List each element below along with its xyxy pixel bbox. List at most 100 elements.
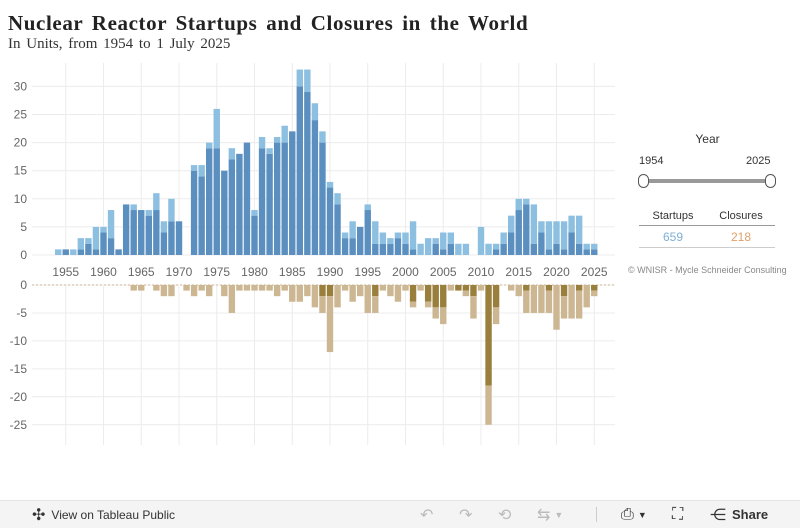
startup-bar-light bbox=[432, 238, 439, 244]
closure-bar-light bbox=[138, 285, 145, 291]
startup-bar-light bbox=[508, 215, 515, 233]
year-range-slider[interactable] bbox=[638, 173, 776, 189]
closure-bar-light bbox=[334, 285, 341, 308]
download-icon: ⎙ bbox=[621, 505, 634, 523]
startup-bar-dark bbox=[198, 176, 205, 255]
share-icon: ⋲ bbox=[710, 506, 726, 524]
startup-bar-light bbox=[387, 238, 394, 244]
startup-bar-light bbox=[575, 215, 583, 244]
closures-total: 218 bbox=[730, 230, 752, 244]
startup-bar-dark bbox=[515, 210, 522, 255]
closure-bar-light bbox=[545, 290, 553, 313]
startups-y-tick: 15 bbox=[14, 164, 28, 178]
closure-bar-light bbox=[462, 290, 470, 297]
closures-header: Closures bbox=[719, 210, 763, 222]
startup-bar-dark bbox=[190, 170, 198, 255]
closure-bar-light bbox=[470, 296, 477, 319]
x-tick-label: 1955 bbox=[52, 265, 79, 279]
closure-bar-light bbox=[560, 296, 568, 319]
startup-bar-dark bbox=[145, 215, 152, 255]
x-tick-label: 1995 bbox=[354, 265, 381, 279]
startup-bar-dark bbox=[243, 142, 251, 255]
view-on-tableau-button[interactable]: ✣ View on Tableau Public bbox=[32, 501, 175, 528]
startup-bar-light bbox=[258, 136, 266, 149]
startup-bar-dark bbox=[311, 120, 319, 256]
startup-bar-dark bbox=[334, 204, 341, 255]
x-tick-label: 1965 bbox=[128, 265, 155, 279]
redo-button[interactable]: ↷ bbox=[459, 501, 472, 528]
x-tick-label: 2005 bbox=[430, 265, 457, 279]
closure-bar-dark bbox=[591, 285, 598, 291]
startup-bar-light bbox=[560, 221, 568, 250]
startups-y-tick: 20 bbox=[14, 136, 28, 150]
startup-bar-light bbox=[100, 226, 107, 233]
startup-bar-dark bbox=[538, 232, 545, 255]
startup-bar-dark bbox=[206, 148, 213, 255]
closure-bar-dark bbox=[485, 285, 492, 386]
startup-bar-light bbox=[153, 193, 160, 211]
startup-bar-dark bbox=[387, 243, 394, 255]
revert-button[interactable]: ⟲ bbox=[498, 501, 511, 528]
download-button[interactable]: ⎙ ▼ bbox=[621, 501, 647, 528]
startup-bar-light bbox=[545, 221, 553, 250]
startups-y-tick: 0 bbox=[20, 248, 27, 262]
closure-bar-light bbox=[553, 285, 560, 330]
startup-bar-light bbox=[455, 243, 462, 255]
startup-bar-dark bbox=[553, 243, 560, 255]
startup-bar-light bbox=[409, 221, 417, 250]
share-button[interactable]: ⋲ Share bbox=[710, 501, 768, 528]
closure-bar-light bbox=[183, 285, 190, 291]
startup-bar-dark bbox=[364, 210, 371, 255]
closures-y-tick: -25 bbox=[10, 418, 28, 432]
startup-bar-light bbox=[372, 221, 379, 244]
startup-bar-dark bbox=[508, 232, 515, 255]
undo-button[interactable]: ↶ bbox=[420, 501, 433, 528]
closure-bar-dark bbox=[372, 285, 379, 297]
closure-bar-dark bbox=[326, 285, 334, 297]
closure-bar-light bbox=[440, 307, 447, 325]
startup-bar-dark bbox=[326, 187, 334, 255]
closure-bar-dark bbox=[575, 285, 583, 291]
startup-bar-light bbox=[500, 232, 507, 244]
startup-bar-dark bbox=[160, 232, 168, 255]
closure-bar-light bbox=[372, 296, 379, 313]
closures-y-tick: -20 bbox=[10, 390, 28, 404]
pause-updates-icon: ⇆ bbox=[537, 506, 551, 524]
startup-bar-dark bbox=[251, 215, 258, 255]
slider-handle-end[interactable] bbox=[765, 174, 776, 188]
closure-bar-dark bbox=[470, 285, 477, 297]
startup-bar-light bbox=[145, 210, 152, 216]
x-tick-label: 1980 bbox=[241, 265, 268, 279]
slider-handle-start[interactable] bbox=[638, 174, 649, 188]
startup-bar-dark bbox=[409, 249, 417, 255]
startup-bar-dark bbox=[107, 238, 115, 255]
startup-bar-light bbox=[424, 238, 432, 255]
startup-bar-light bbox=[266, 148, 273, 154]
chart-subtitle: In Units, from 1954 to 1 July 2025 bbox=[8, 36, 231, 52]
startup-bar-dark bbox=[236, 153, 243, 255]
startup-bar-light bbox=[515, 198, 522, 211]
closure-bar-light bbox=[304, 285, 311, 297]
closure-bar-light bbox=[198, 285, 205, 291]
startup-bar-light bbox=[130, 204, 137, 211]
closure-bar-light bbox=[379, 285, 387, 291]
source-credit: © WNISR - Mycle Schneider Consulting bbox=[628, 265, 787, 275]
closure-bar-dark bbox=[424, 285, 432, 302]
fullscreen-icon: ⛶ bbox=[672, 505, 684, 523]
view-on-tableau-label: View on Tableau Public bbox=[51, 507, 176, 522]
startup-bar-dark bbox=[372, 243, 379, 255]
closure-bar-dark bbox=[560, 285, 568, 297]
startups-total: 659 bbox=[662, 230, 684, 244]
fullscreen-button[interactable]: ⛶ bbox=[672, 501, 683, 528]
startup-bar-dark bbox=[575, 243, 583, 255]
closure-bar-light bbox=[432, 307, 439, 319]
slider-track[interactable] bbox=[644, 179, 770, 183]
pause-button[interactable]: ⇆ ▼ bbox=[537, 501, 563, 528]
startup-bar-light bbox=[462, 243, 470, 255]
closure-bar-light bbox=[258, 285, 266, 291]
closure-bar-light bbox=[311, 285, 319, 308]
startup-bar-light bbox=[296, 69, 303, 87]
startup-bar-light bbox=[228, 148, 236, 160]
startup-bar-dark bbox=[402, 243, 409, 255]
